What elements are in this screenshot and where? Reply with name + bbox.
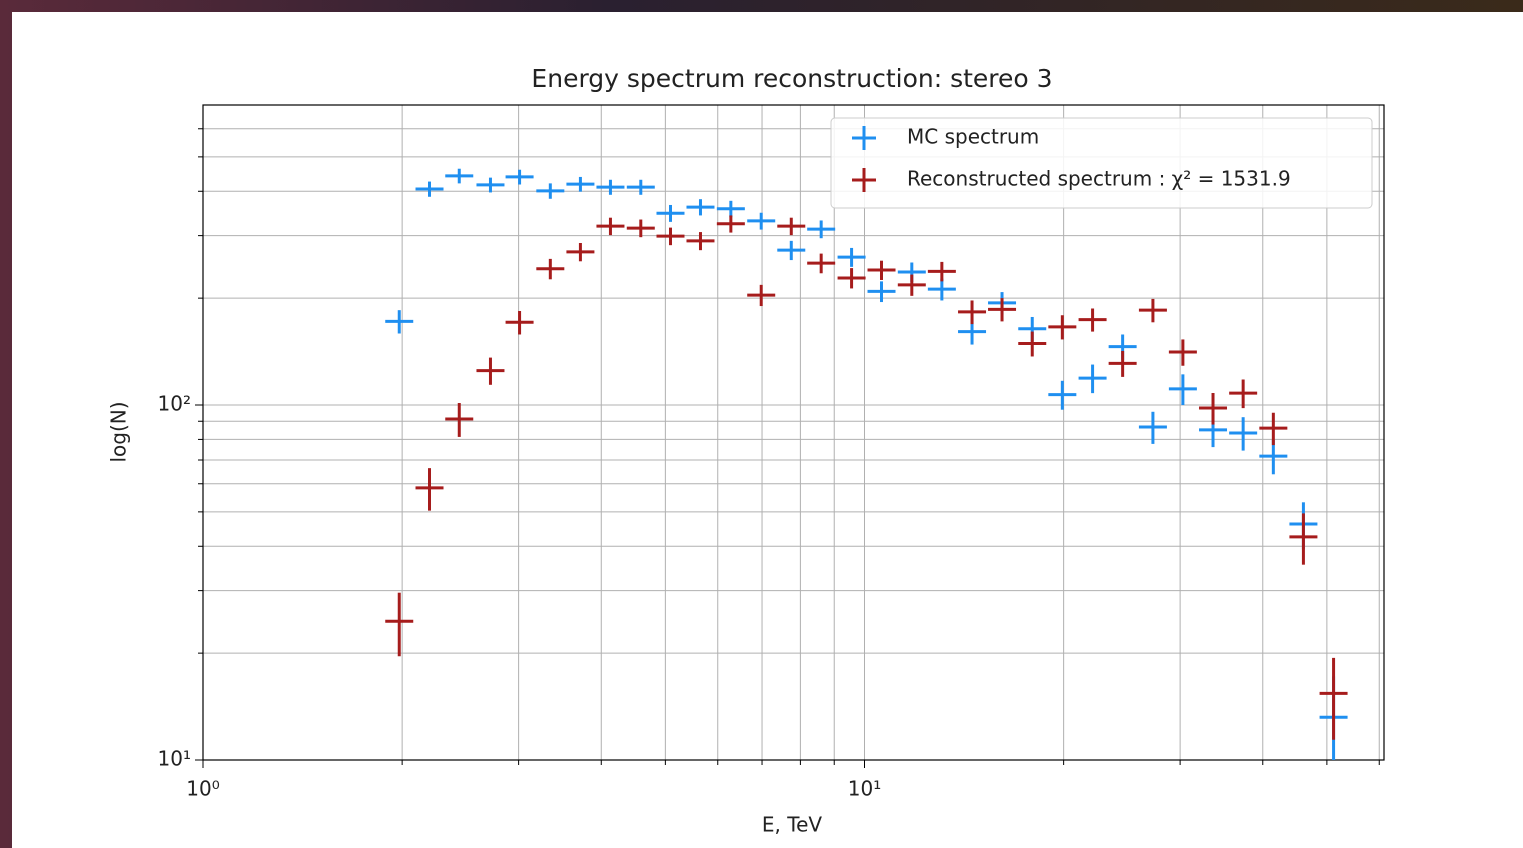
y-tick-label: 10² xyxy=(158,392,191,416)
y-tick-label: 10¹ xyxy=(158,747,191,771)
series xyxy=(385,215,1348,740)
legend-label: Reconstructed spectrum : χ² = 1531.9 xyxy=(907,167,1291,191)
y-axis-label: log(N) xyxy=(107,401,131,462)
plot-area: 10⁰ 10¹ 10¹ 10² MC spectrum Reconstructed spe… xyxy=(158,104,1385,801)
axes-frame xyxy=(202,104,1385,761)
x-tick-label: 10¹ xyxy=(848,777,881,801)
x-tick-label: 10⁰ xyxy=(186,777,219,801)
chart-title: Energy spectrum reconstruction: stereo 3 xyxy=(531,64,1052,93)
legend-box xyxy=(830,117,1373,209)
legend-label: MC spectrum xyxy=(907,125,1039,149)
x-axis-label: E, TeV xyxy=(762,813,822,837)
